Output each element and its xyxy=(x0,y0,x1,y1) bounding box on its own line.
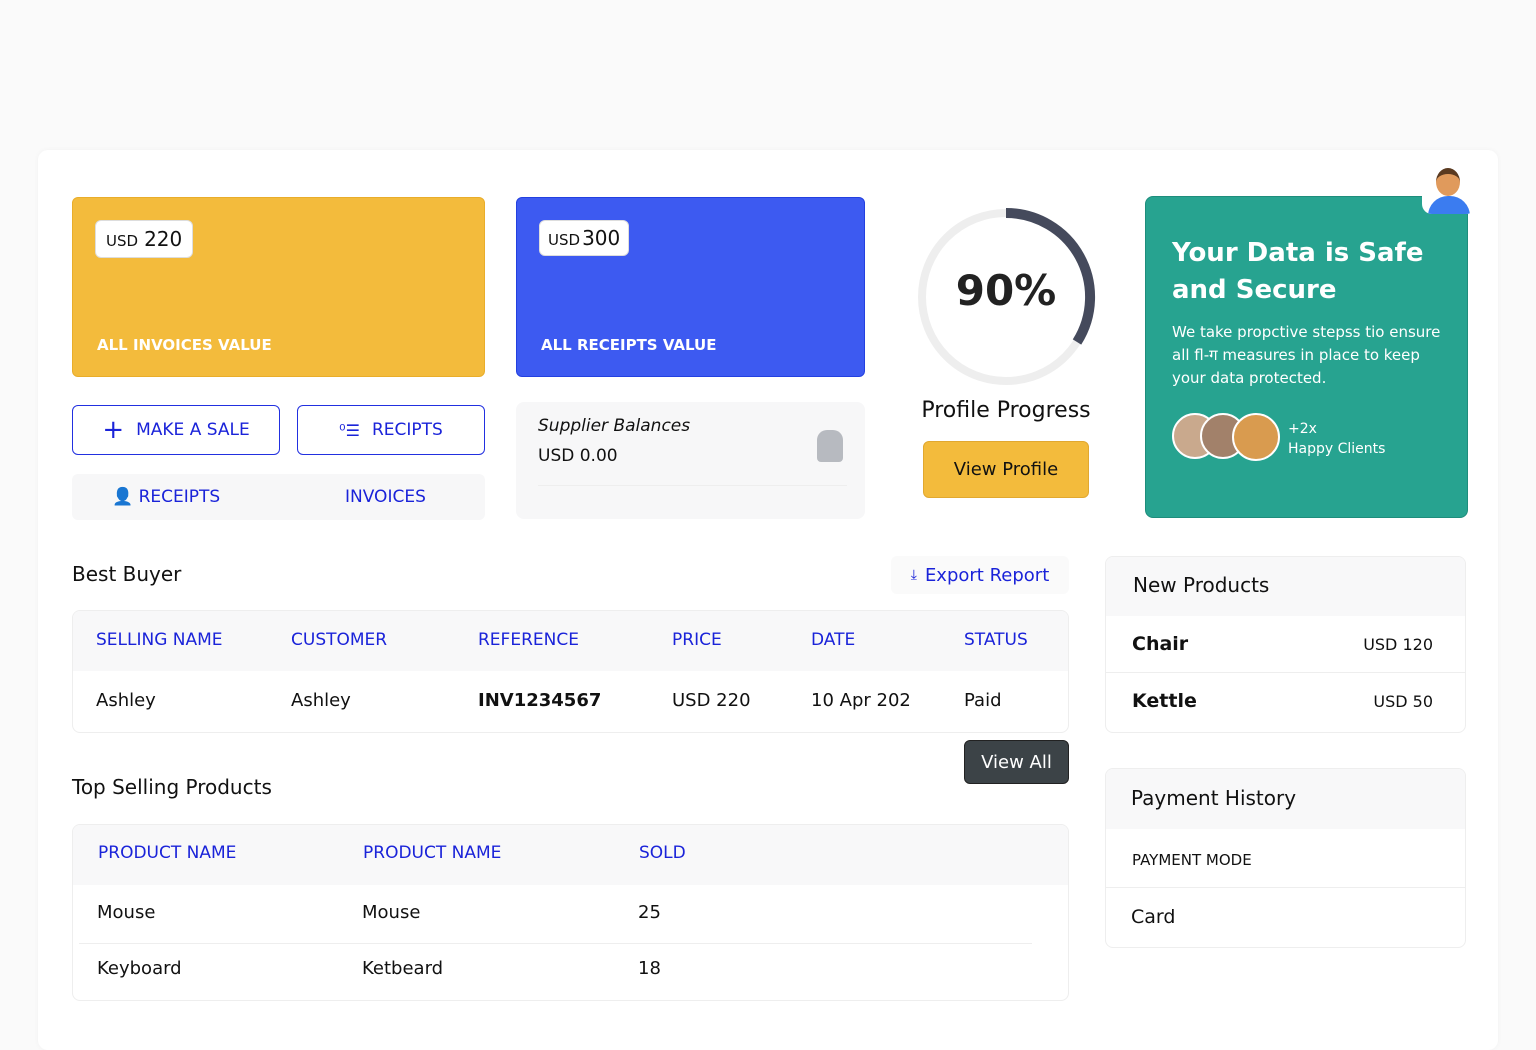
progress-value: 90% xyxy=(955,266,1057,315)
column-header: PRICE xyxy=(672,630,722,650)
download-icon: ⤓ xyxy=(910,567,917,583)
product-name: Chair xyxy=(1132,633,1189,655)
invoices-amount-badge: USD 220 xyxy=(95,220,194,258)
supplier-balances-card: Supplier Balances USD 0.00 xyxy=(516,402,865,519)
users-icon: 👤 xyxy=(112,487,134,507)
top-selling-table xyxy=(72,824,1069,1001)
divider xyxy=(1106,887,1465,888)
card-label: ALL INVOICES VALUE xyxy=(97,336,272,354)
best-buyer-title: Best Buyer xyxy=(72,562,182,586)
security-title: Your Data is Safe and Secure xyxy=(1172,238,1424,305)
new-products-card: New Products xyxy=(1105,556,1466,733)
table-cell: Ashley xyxy=(291,690,351,711)
quick-links xyxy=(72,474,485,520)
amount: 220 xyxy=(144,227,183,251)
avatar-body xyxy=(1428,196,1470,214)
security-card: Your Data is Safe and Secure We take pro… xyxy=(1145,196,1468,518)
payment-mode-value: Card xyxy=(1131,906,1176,928)
table-cell: 10 Apr 202 xyxy=(811,690,911,711)
clients-count: +2x xyxy=(1288,421,1317,437)
avatar xyxy=(1232,413,1280,461)
table-cell: Mouse xyxy=(97,902,156,923)
card-header xyxy=(1106,557,1465,616)
supplier-title: Supplier Balances xyxy=(538,416,691,436)
product-name: Kettle xyxy=(1132,690,1197,712)
card-label: ALL RECEIPTS VALUE xyxy=(541,336,717,354)
product-price: USD 50 xyxy=(1373,692,1433,711)
payment-mode-header: PAYMENT MODE xyxy=(1132,851,1252,869)
make-sale-button[interactable]: + MAKE A SALE xyxy=(72,405,280,455)
clients-label: Happy Clients xyxy=(1288,441,1386,457)
security-body: We take propctive stepss tio ensure all … xyxy=(1172,323,1441,387)
column-header: CUSTOMER xyxy=(291,630,388,650)
top-selling-title: Top Selling Products xyxy=(72,775,272,799)
column-header: PRODUCT NAME xyxy=(363,843,502,863)
invoices-value-card[interactable]: USD 220 ALL INVOICES VALUE xyxy=(72,197,485,377)
table-cell: 25 xyxy=(638,902,661,923)
divider xyxy=(538,485,847,486)
export-report-button[interactable]: ⤓ Export Report xyxy=(891,556,1069,594)
table-cell: 18 xyxy=(638,958,661,979)
new-products-title: New Products xyxy=(1133,573,1270,597)
currency: USD xyxy=(548,231,581,249)
view-profile-button[interactable]: View Profile xyxy=(923,441,1089,498)
user-avatar[interactable] xyxy=(1422,160,1476,214)
column-header: SELLING NAME xyxy=(96,630,223,650)
recipts-button[interactable]: ⁰☰ RECIPTS xyxy=(297,405,485,455)
label: MAKE A SALE xyxy=(136,420,250,440)
column-header: PRODUCT NAME xyxy=(98,843,237,863)
best-buyer-table xyxy=(72,610,1069,733)
avatar-head xyxy=(1436,168,1460,196)
client-avatars xyxy=(1172,413,1282,461)
plus-icon: + xyxy=(102,415,125,445)
view-all-button[interactable]: View All xyxy=(964,740,1069,784)
column-header: REFERENCE xyxy=(478,630,579,650)
receipts-link[interactable]: 👤 RECEIPTS xyxy=(112,487,220,507)
table-cell: USD 220 xyxy=(672,690,751,711)
currency: USD xyxy=(106,232,139,250)
label: RECIPTS xyxy=(371,420,443,440)
receipts-amount-badge: USD 300 xyxy=(539,220,630,256)
profile-progress-ring xyxy=(918,208,1096,385)
table-cell: Keyboard xyxy=(97,958,182,979)
progress-arc xyxy=(1005,208,1096,345)
payment-history-title: Payment History xyxy=(1131,786,1297,810)
divider xyxy=(79,943,1032,944)
column-header: DATE xyxy=(811,630,856,650)
table-header xyxy=(73,611,1068,671)
card-header xyxy=(1106,769,1465,829)
payment-history-card: Payment History PAYMENT MODE Card xyxy=(1105,768,1466,948)
label: RECEIPTS xyxy=(138,487,221,507)
supplier-icon xyxy=(817,430,843,462)
receipts-value-card[interactable]: USD 300 ALL RECEIPTS VALUE xyxy=(516,197,865,377)
amount: 300 xyxy=(582,226,621,250)
list-icon: ⁰☰ xyxy=(339,420,360,440)
product-price: USD 120 xyxy=(1363,635,1433,654)
table-cell: Ashley xyxy=(96,690,156,711)
table-cell: Paid xyxy=(964,690,1002,711)
table-cell: Mouse xyxy=(362,902,421,923)
profile-progress-title: Profile Progress xyxy=(921,398,1091,423)
label: Export Report xyxy=(924,564,1050,586)
invoices-link[interactable]: INVOICES xyxy=(345,487,426,507)
table-cell: Ketbeard xyxy=(362,958,444,979)
table-cell: INV1234567 xyxy=(478,690,602,711)
table-header xyxy=(73,825,1068,885)
divider xyxy=(1106,672,1465,673)
column-header: SOLD xyxy=(639,843,686,863)
supplier-value: USD 0.00 xyxy=(538,446,618,466)
column-header: STATUS xyxy=(964,630,1028,650)
